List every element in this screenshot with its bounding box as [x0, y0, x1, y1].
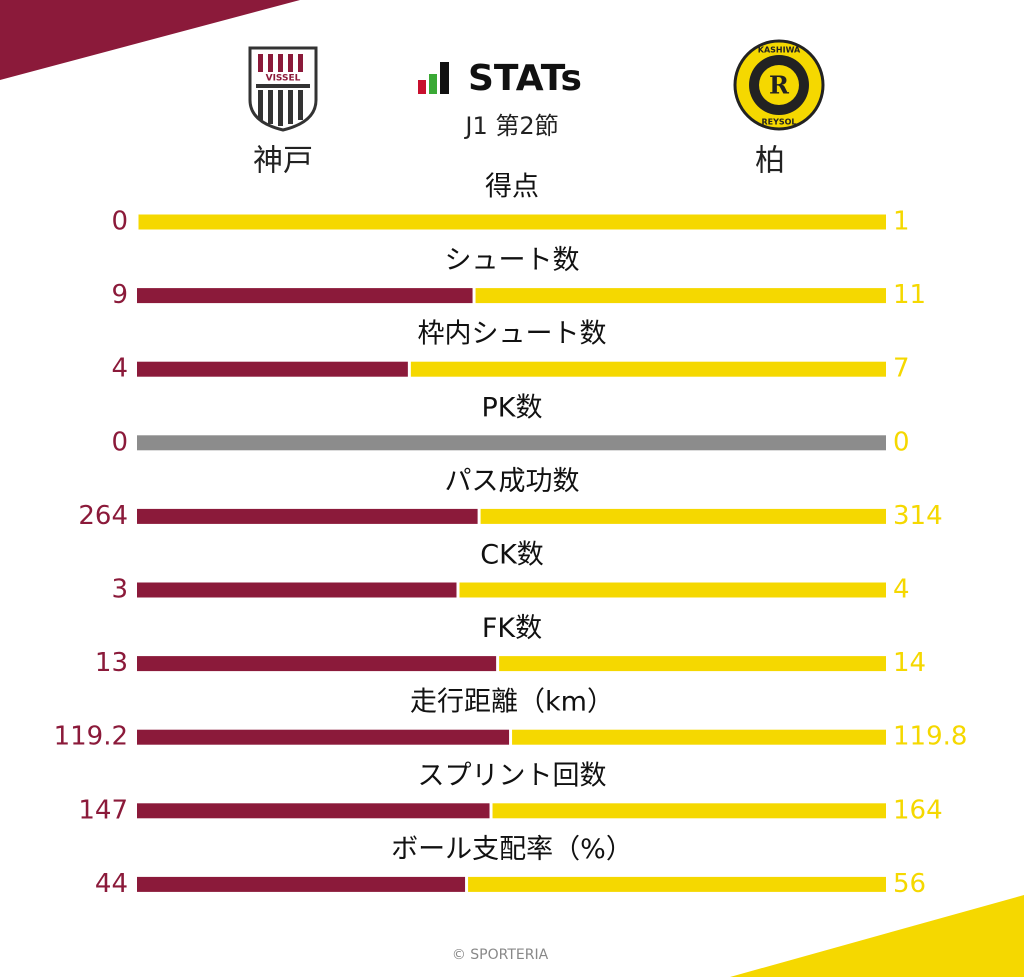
chart-subtitle: J1 第2節	[463, 112, 558, 140]
away-value: 4	[893, 575, 910, 605]
home-value: 119.2	[54, 722, 128, 752]
away-bar	[468, 876, 886, 892]
chart-title: STATs	[468, 58, 582, 99]
j-icon	[418, 62, 449, 94]
home-bar	[137, 656, 497, 672]
home-value: 0	[111, 207, 128, 237]
home-bar	[137, 582, 457, 598]
svg-text:R: R	[769, 71, 790, 100]
stat-label: ボール支配率（%）	[391, 834, 633, 865]
stat-label: CK数	[480, 540, 544, 571]
home-bar	[137, 508, 478, 524]
away-bar	[410, 361, 886, 377]
home-bar	[137, 803, 490, 819]
home-value: 264	[78, 501, 128, 531]
corner-decoration	[0, 0, 300, 80]
away-value: 119.8	[893, 722, 967, 752]
away-value: 0	[893, 427, 910, 457]
home-logo: VISSEL	[248, 46, 318, 132]
stat-label: 枠内シュート数	[418, 319, 607, 350]
away-value: 1	[893, 207, 910, 237]
away-team-name: 柏	[755, 144, 785, 179]
corner-decoration	[730, 895, 1024, 977]
away-value: 164	[893, 795, 943, 825]
stat-label: パス成功数	[445, 466, 580, 497]
away-bar	[480, 508, 886, 524]
home-value: 0	[111, 427, 128, 457]
stat-label: スプリント回数	[418, 760, 607, 791]
empty-bar	[137, 435, 886, 451]
footer: © SPORTERIA	[452, 947, 549, 963]
away-bar	[512, 729, 886, 745]
stat-label: 得点	[485, 172, 539, 203]
away-value: 14	[893, 648, 926, 678]
away-value: 7	[893, 354, 910, 384]
home-bar	[137, 288, 473, 304]
away-bar	[492, 803, 886, 819]
away-value: 56	[893, 869, 926, 899]
home-value: 9	[111, 280, 128, 310]
away-bar	[459, 582, 886, 598]
logo-text: VISSEL	[266, 74, 301, 84]
stat-label: FK数	[482, 613, 542, 644]
home-team-name: 神戸	[253, 144, 313, 179]
away-value: 314	[893, 501, 943, 531]
stat-label: シュート数	[445, 245, 580, 276]
away-bar	[138, 214, 886, 230]
away-bar	[475, 288, 886, 304]
home-bar	[137, 361, 408, 377]
away-value: 11	[893, 280, 926, 310]
logo-text: KASHIWA	[758, 46, 801, 55]
away-logo: R KASHIWA REYSOL	[733, 39, 825, 131]
home-value: 13	[95, 648, 128, 678]
away-bar	[499, 656, 886, 672]
stat-label: PK数	[482, 392, 543, 423]
home-bar	[137, 729, 510, 745]
home-value: 44	[95, 869, 128, 899]
home-value: 3	[111, 575, 128, 605]
home-value: 147	[78, 795, 128, 825]
logo-text: REYSOL	[761, 118, 796, 127]
stat-label: 走行距離（km）	[410, 687, 614, 718]
home-value: 4	[111, 354, 128, 384]
home-bar	[137, 876, 466, 892]
